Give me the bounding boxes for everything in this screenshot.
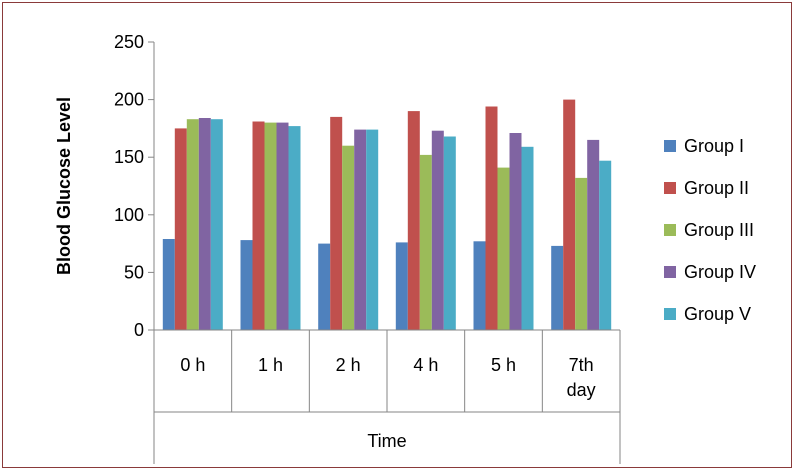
bar-group-v bbox=[599, 160, 612, 330]
x-category-label: 4 h bbox=[413, 355, 438, 375]
bar-group-ii bbox=[174, 128, 187, 330]
legend-swatch bbox=[664, 308, 676, 320]
bar-group-v bbox=[521, 146, 534, 330]
legend-label: Group IV bbox=[684, 262, 756, 282]
bar-group-iii bbox=[186, 119, 199, 330]
bars-layer bbox=[162, 99, 612, 331]
bar-group-v bbox=[443, 136, 456, 330]
legend: Group I Group II Group III Group IV Group V bbox=[664, 136, 756, 324]
bar-group-v bbox=[366, 129, 379, 330]
bar-group-iii bbox=[419, 154, 432, 330]
axes-layer bbox=[148, 41, 621, 464]
y-tick-label: 0 bbox=[134, 320, 144, 340]
legend-swatch bbox=[664, 224, 676, 236]
x-category-label: 7th bbox=[569, 355, 594, 375]
y-tick-labels: 0 50 100 150 200 250 bbox=[114, 32, 144, 340]
x-category-labels: 0 h 1 h 2 h 4 h 5 h 7th day bbox=[180, 355, 595, 400]
bar-group-i bbox=[473, 241, 486, 330]
legend-label: Group V bbox=[684, 304, 751, 324]
y-tick-label: 50 bbox=[124, 262, 144, 282]
legend-swatch bbox=[664, 182, 676, 194]
bar-group-iii bbox=[264, 122, 277, 330]
bar-group-iv bbox=[276, 122, 289, 330]
bar-group-iii bbox=[575, 177, 588, 330]
bar-group-ii bbox=[563, 99, 576, 330]
x-category-label: 2 h bbox=[336, 355, 361, 375]
y-tick-label: 200 bbox=[114, 90, 144, 110]
legend-label: Group I bbox=[684, 136, 744, 156]
bar-group-iv bbox=[354, 129, 367, 330]
x-axis-title: Time bbox=[367, 431, 406, 451]
y-tick-label: 250 bbox=[114, 32, 144, 52]
legend-swatch bbox=[664, 266, 676, 278]
legend-label: Group II bbox=[684, 178, 749, 198]
bar-group-i bbox=[318, 243, 331, 330]
bar-group-i bbox=[162, 239, 175, 330]
bar-group-i bbox=[551, 245, 564, 330]
bar-group-ii bbox=[252, 121, 265, 330]
bar-group-iv bbox=[431, 130, 444, 330]
bar-group-v bbox=[210, 119, 223, 330]
x-category-label: 5 h bbox=[491, 355, 516, 375]
bar-group-ii bbox=[330, 116, 343, 331]
bar-group-iii bbox=[342, 145, 355, 330]
y-tick-label: 100 bbox=[114, 205, 144, 225]
chart-frame bbox=[2, 2, 792, 468]
bar-group-i bbox=[395, 242, 408, 330]
legend-label: Group III bbox=[684, 220, 754, 240]
bar-group-i bbox=[240, 240, 253, 330]
legend-swatch bbox=[664, 140, 676, 152]
bar-group-iv bbox=[587, 139, 600, 330]
x-category-label: 1 h bbox=[258, 355, 283, 375]
x-category-label-line2: day bbox=[567, 380, 596, 400]
bar-group-iv bbox=[198, 118, 211, 330]
y-tick-label: 150 bbox=[114, 147, 144, 167]
bar-group-v bbox=[288, 126, 301, 330]
bar-group-ii bbox=[407, 111, 420, 330]
y-axis-title: Blood Glucose Level bbox=[54, 97, 74, 275]
bar-group-iii bbox=[497, 167, 510, 330]
bar-group-iv bbox=[509, 133, 522, 330]
bar-group-ii bbox=[485, 106, 498, 330]
x-category-label: 0 h bbox=[180, 355, 205, 375]
